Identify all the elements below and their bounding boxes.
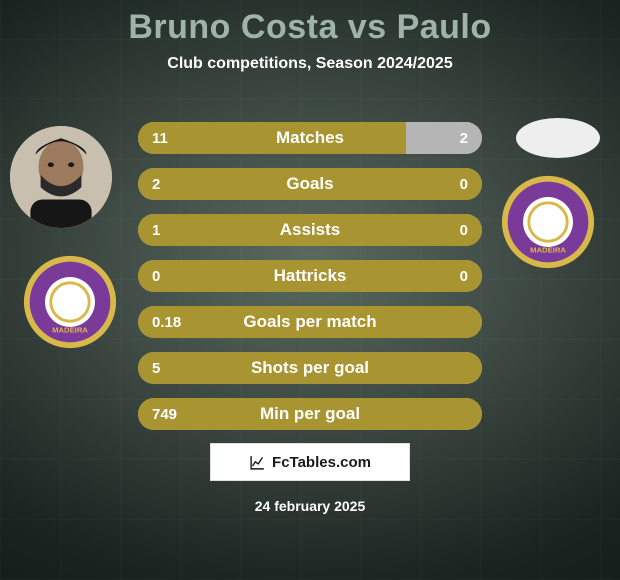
player-right-avatar — [516, 118, 600, 158]
stat-bar: 20Goals — [138, 168, 482, 200]
stat-bar: 00Hattricks — [138, 260, 482, 292]
player-left-avatar — [10, 126, 112, 228]
source-badge: FcTables.com — [210, 443, 410, 481]
chart-icon — [249, 454, 266, 471]
stat-bar: 0.18Goals per match — [138, 306, 482, 338]
stat-label: Matches — [138, 122, 482, 154]
stat-bar: 112Matches — [138, 122, 482, 154]
stat-label: Shots per goal — [138, 352, 482, 384]
stat-label: Goals per match — [138, 306, 482, 338]
team-crest-left: MADEIRA — [22, 254, 118, 350]
stat-label: Assists — [138, 214, 482, 246]
stat-bar: 10Assists — [138, 214, 482, 246]
source-label: FcTables.com — [272, 454, 371, 471]
page-date: 24 february 2025 — [255, 498, 366, 514]
page-title: Bruno Costa vs Paulo — [0, 0, 620, 47]
stat-label: Hattricks — [138, 260, 482, 292]
svg-text:MADEIRA: MADEIRA — [530, 246, 566, 255]
stat-label: Min per goal — [138, 398, 482, 430]
comparison-bars: 112Matches 20Goals 10Assists 00Hattricks 0.1… — [138, 122, 482, 444]
team-crest-right: MADEIRA — [500, 174, 596, 270]
stat-label: Goals — [138, 168, 482, 200]
stat-bar: 749Min per goal — [138, 398, 482, 430]
page-subtitle: Club competitions, Season 2024/2025 — [0, 55, 620, 73]
stat-bar: 5Shots per goal — [138, 352, 482, 384]
svg-text:MADEIRA: MADEIRA — [52, 326, 88, 335]
